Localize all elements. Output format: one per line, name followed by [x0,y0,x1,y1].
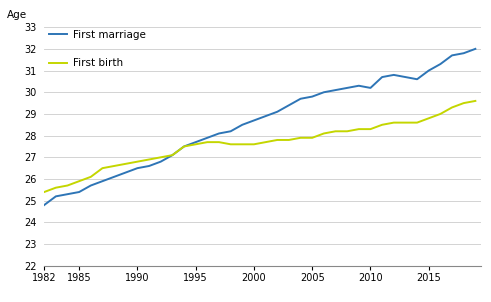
First birth [263,140,269,144]
Legend: First marriage, First birth: First marriage, First birth [49,30,145,68]
First marriage [472,47,478,51]
First birth [391,121,397,124]
First marriage [53,194,59,198]
First marriage [426,69,432,72]
First birth [239,143,245,146]
First birth [426,117,432,120]
Text: Age: Age [7,10,27,20]
First birth [274,138,280,142]
First marriage [146,164,152,168]
First birth [286,138,292,142]
First marriage [368,86,374,90]
First marriage [123,171,129,174]
Line: First marriage: First marriage [44,49,475,205]
First marriage [286,104,292,107]
First marriage [461,51,466,55]
First marriage [251,119,257,122]
First birth [379,123,385,127]
First birth [228,143,234,146]
First marriage [379,75,385,79]
First marriage [332,88,338,92]
First birth [88,175,94,179]
First marriage [181,145,187,148]
First birth [344,130,350,133]
First birth [321,132,327,135]
First birth [403,121,409,124]
First birth [251,143,257,146]
First marriage [344,86,350,90]
First marriage [274,110,280,114]
First birth [146,158,152,161]
First birth [204,140,210,144]
First birth [298,136,303,140]
First marriage [228,130,234,133]
First birth [100,166,106,170]
First birth [309,136,315,140]
First marriage [403,75,409,79]
First birth [437,112,443,116]
First marriage [298,97,303,101]
First birth [76,179,82,183]
First marriage [309,95,315,98]
First marriage [391,73,397,77]
First birth [64,184,70,187]
First birth [123,162,129,165]
First marriage [437,62,443,66]
First marriage [158,160,164,163]
First marriage [76,190,82,194]
First birth [193,143,199,146]
First birth [111,164,117,168]
First birth [356,127,362,131]
First birth [332,130,338,133]
First birth [41,190,47,194]
First birth [368,127,374,131]
First marriage [88,184,94,187]
First marriage [204,136,210,140]
First marriage [449,53,455,57]
First birth [53,186,59,189]
First marriage [263,114,269,118]
First birth [135,160,140,163]
Line: First birth: First birth [44,101,475,192]
First birth [414,121,420,124]
First birth [169,153,175,157]
First birth [181,145,187,148]
First birth [216,140,222,144]
First marriage [356,84,362,88]
First marriage [321,90,327,94]
First birth [449,106,455,109]
First marriage [135,166,140,170]
First marriage [64,192,70,196]
First marriage [239,123,245,127]
First birth [158,156,164,159]
First marriage [100,179,106,183]
First marriage [111,175,117,179]
First marriage [41,203,47,207]
First birth [472,99,478,103]
First birth [461,101,466,105]
First marriage [414,77,420,81]
First marriage [193,140,199,144]
First marriage [216,132,222,135]
First marriage [169,153,175,157]
